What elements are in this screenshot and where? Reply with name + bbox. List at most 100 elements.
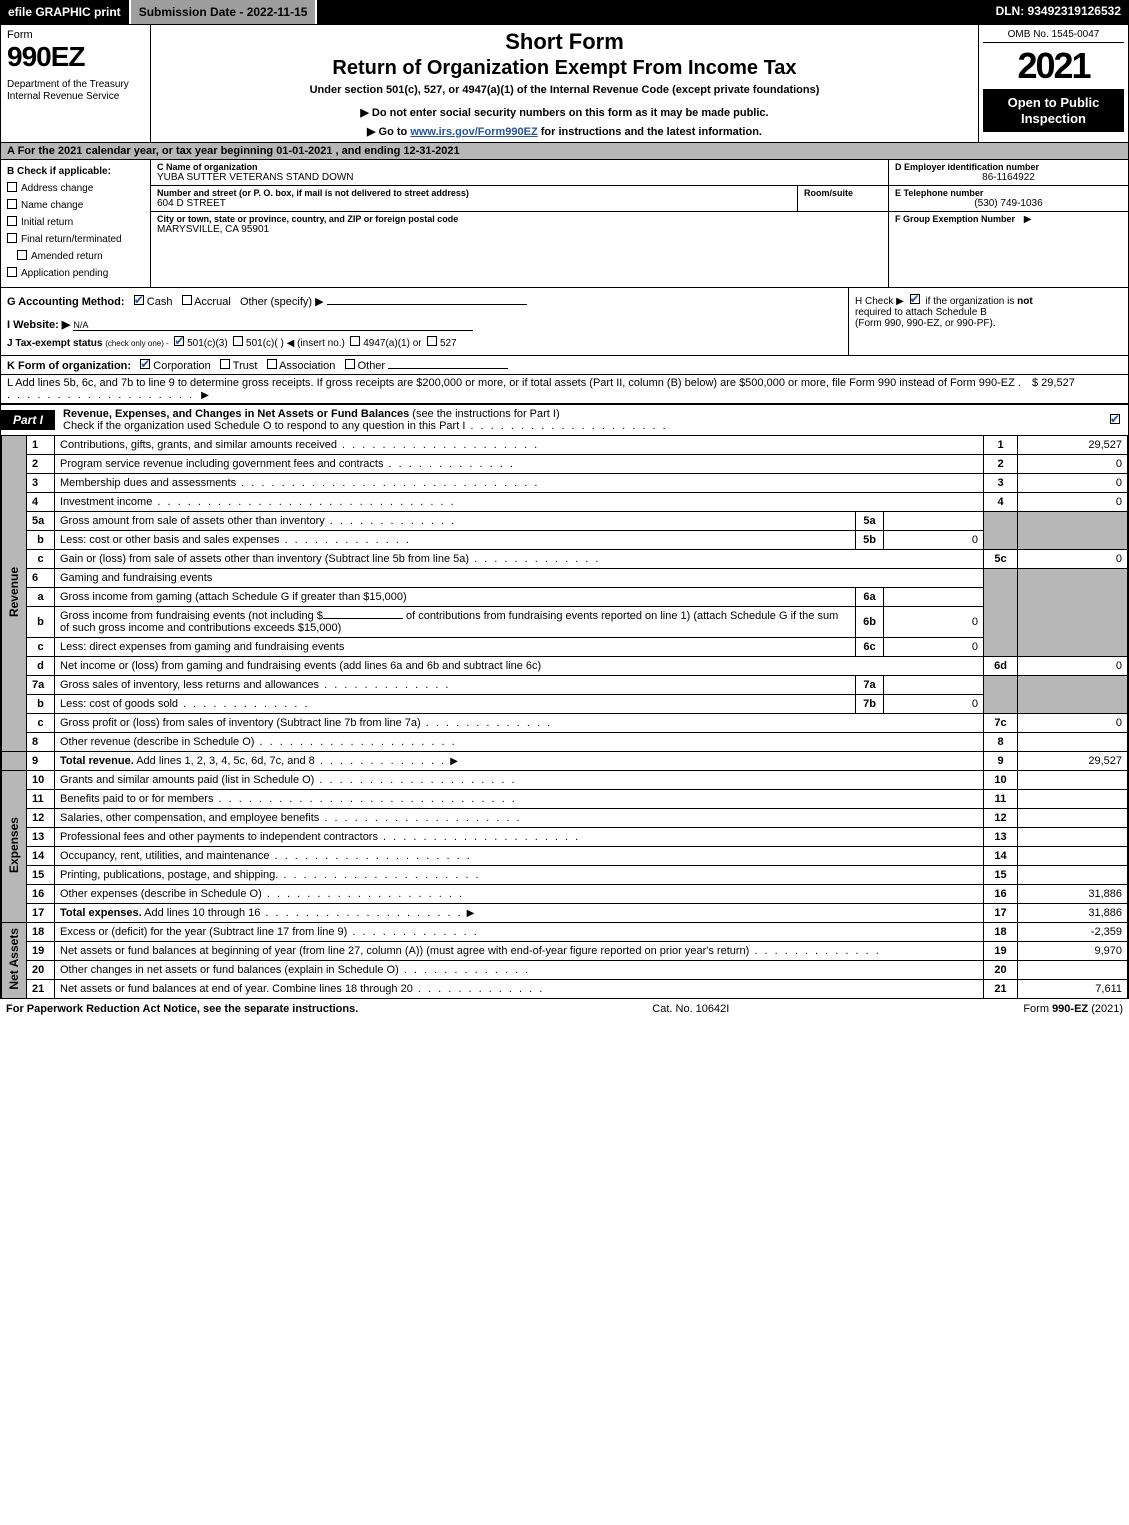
- line-no: 2: [27, 455, 55, 474]
- box-val: 31,886: [1018, 904, 1128, 923]
- sec-h: H Check ▶ if the organization is not req…: [848, 288, 1128, 355]
- table-row: d Net income or (loss) from gaming and f…: [2, 657, 1128, 676]
- k-o2: Trust: [233, 360, 258, 372]
- chk-4947[interactable]: [350, 336, 360, 346]
- box-no: 15: [984, 866, 1018, 885]
- line-desc: Salaries, other compensation, and employ…: [55, 809, 984, 828]
- g-cash: Cash: [147, 296, 173, 308]
- box-no: 4: [984, 493, 1018, 512]
- sec-g: G Accounting Method: Cash Accrual Other …: [1, 288, 848, 355]
- chk-name-change[interactable]: Name change: [7, 198, 144, 214]
- efile-print[interactable]: efile GRAPHIC print: [0, 0, 131, 24]
- chk-527[interactable]: [427, 336, 437, 346]
- chk-amended-return[interactable]: Amended return: [7, 249, 144, 265]
- chk-trust[interactable]: [220, 359, 230, 369]
- box-no: 19: [984, 942, 1018, 961]
- form-header: Form 990EZ Department of the Treasury In…: [1, 25, 1128, 143]
- header-left: Form 990EZ Department of the Treasury In…: [1, 25, 151, 142]
- checkbox-icon[interactable]: [1110, 414, 1120, 424]
- k-label: K Form of organization:: [7, 360, 131, 372]
- line-desc: Excess or (deficit) for the year (Subtra…: [55, 923, 984, 942]
- chk-h[interactable]: [910, 294, 920, 304]
- chk-501c[interactable]: [233, 336, 243, 346]
- box-val: [1018, 790, 1128, 809]
- table-row: 21 Net assets or fund balances at end of…: [2, 980, 1128, 999]
- form-number: 990EZ: [7, 41, 144, 73]
- blank-amount[interactable]: [323, 618, 403, 619]
- line-desc: Occupancy, rent, utilities, and maintena…: [55, 847, 984, 866]
- table-row: 20 Other changes in net assets or fund b…: [2, 961, 1128, 980]
- box-no: 8: [984, 733, 1018, 752]
- inner-val: [884, 588, 984, 607]
- chk-initial-return[interactable]: Initial return: [7, 215, 144, 231]
- line-no: a: [27, 588, 55, 607]
- line-no: b: [27, 695, 55, 714]
- j-line: J Tax-exempt status (check only one) - 5…: [7, 335, 842, 349]
- line-desc: Gross income from gaming (attach Schedul…: [55, 588, 856, 607]
- table-row: b Gross income from fundraising events (…: [2, 607, 1128, 638]
- line-desc: Program service revenue including govern…: [55, 455, 984, 474]
- line-no: d: [27, 657, 55, 676]
- org-name-cell: C Name of organization YUBA SUTTER VETER…: [151, 160, 888, 186]
- chk-assoc[interactable]: [267, 359, 277, 369]
- line-no: c: [27, 638, 55, 657]
- table-row: 3 Membership dues and assessments 3 0: [2, 474, 1128, 493]
- chk-label: Final return/terminated: [21, 232, 122, 248]
- checkbox-icon[interactable]: [7, 216, 17, 226]
- irs-link[interactable]: www.irs.gov/Form990EZ: [410, 126, 537, 138]
- line-desc: Gross sales of inventory, less returns a…: [55, 676, 856, 695]
- vlabel-blank: [2, 752, 27, 771]
- table-row: c Gross profit or (loss) from sales of i…: [2, 714, 1128, 733]
- chk-accrual[interactable]: [182, 295, 192, 305]
- line-no: 15: [27, 866, 55, 885]
- chk-cash[interactable]: [134, 295, 144, 305]
- city-label: City or town, state or province, country…: [157, 214, 882, 224]
- checkbox-icon[interactable]: [7, 182, 17, 192]
- line-no: 4: [27, 493, 55, 512]
- line-no: 20: [27, 961, 55, 980]
- checkbox-icon[interactable]: [7, 267, 17, 277]
- chk-501c3[interactable]: [174, 336, 184, 346]
- vlabel-revenue: Revenue: [2, 436, 27, 752]
- table-row: 17 Total expenses. Add lines 10 through …: [2, 904, 1128, 923]
- d-ein: D Employer identification number 86-1164…: [889, 160, 1128, 186]
- checkbox-icon[interactable]: [7, 199, 17, 209]
- box-val: 0: [1018, 455, 1128, 474]
- g-accrual: Accrual: [194, 296, 231, 308]
- line-no: 10: [27, 771, 55, 790]
- table-row: 7a Gross sales of inventory, less return…: [2, 676, 1128, 695]
- chk-final-return[interactable]: Final return/terminated: [7, 232, 144, 248]
- table-row: 9 Total revenue. Add lines 1, 2, 3, 4, 5…: [2, 752, 1128, 771]
- chk-application-pending[interactable]: Application pending: [7, 266, 144, 282]
- j-o4: 527: [440, 338, 457, 349]
- chk-address-change[interactable]: Address change: [7, 181, 144, 197]
- table-row: 19 Net assets or fund balances at beginn…: [2, 942, 1128, 961]
- footer-left: For Paperwork Reduction Act Notice, see …: [6, 1003, 358, 1015]
- k-o4: Other: [358, 360, 386, 372]
- box-val: 0: [1018, 714, 1128, 733]
- part1-check[interactable]: [1102, 413, 1128, 427]
- checkbox-icon[interactable]: [7, 233, 17, 243]
- section-bcdef: B Check if applicable: Address change Na…: [1, 160, 1128, 288]
- form-title: Return of Organization Exempt From Incom…: [159, 57, 970, 80]
- table-row: 8 Other revenue (describe in Schedule O)…: [2, 733, 1128, 752]
- line-desc: Gaming and fundraising events: [55, 569, 984, 588]
- room-label: Room/suite: [804, 188, 882, 198]
- box-no: 7c: [984, 714, 1018, 733]
- chk-corp[interactable]: [140, 359, 150, 369]
- l-value: $ 29,527: [1032, 377, 1122, 401]
- l-line: L Add lines 5b, 6c, and 7b to line 9 to …: [1, 375, 1128, 404]
- goto-pre: ▶ Go to: [367, 126, 410, 138]
- d-label: D Employer identification number: [895, 162, 1122, 172]
- g-other-blank[interactable]: [327, 304, 527, 305]
- box-val: 29,527: [1018, 436, 1128, 455]
- topbar-spacer: [317, 0, 987, 24]
- k-blank[interactable]: [388, 368, 508, 369]
- line-desc: Benefits paid to or for members: [55, 790, 984, 809]
- line-desc: Investment income: [55, 493, 984, 512]
- chk-other-org[interactable]: [345, 359, 355, 369]
- line-no: 11: [27, 790, 55, 809]
- line-desc: Total revenue. Add lines 1, 2, 3, 4, 5c,…: [55, 752, 984, 771]
- l-text: L Add lines 5b, 6c, and 7b to line 9 to …: [7, 377, 1015, 389]
- checkbox-icon[interactable]: [17, 250, 27, 260]
